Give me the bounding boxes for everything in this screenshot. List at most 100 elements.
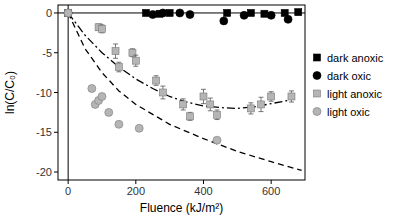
y-tick — [54, 172, 58, 173]
point — [64, 9, 72, 17]
x-tick-label: 0 — [65, 185, 71, 197]
legend-label: light anoxic — [327, 88, 383, 100]
point — [149, 11, 157, 19]
legend-marker — [313, 108, 321, 116]
y-tick-label: -20 — [36, 166, 52, 178]
y-tick-label: -10 — [36, 87, 52, 99]
error-bar — [113, 44, 118, 58]
point — [159, 89, 166, 96]
error-cap — [154, 85, 159, 86]
point — [176, 9, 184, 17]
error-cap — [248, 102, 253, 103]
y-tick-label: -5 — [42, 47, 52, 59]
y-tick — [54, 12, 58, 13]
error-cap — [259, 97, 264, 98]
plot-marks — [64, 9, 302, 171]
error-bar — [181, 99, 186, 110]
error-cap — [215, 110, 220, 111]
point — [295, 9, 302, 16]
point — [88, 85, 96, 93]
point — [268, 93, 275, 100]
error-bar — [248, 103, 253, 114]
error-cap — [201, 103, 206, 104]
point — [258, 101, 265, 108]
error-cap — [116, 62, 121, 63]
point — [284, 15, 292, 23]
y-axis-label: ln(C/C₀) — [3, 71, 17, 114]
error-cap — [259, 111, 264, 112]
point — [65, 9, 72, 16]
legend: dark anoxicdark oxiclight anoxiclight ox… — [313, 52, 384, 118]
error-bar — [99, 25, 104, 33]
point — [207, 101, 214, 108]
legend-marker — [314, 90, 321, 97]
point — [180, 101, 187, 108]
error-cap — [160, 98, 165, 99]
error-bar — [269, 92, 274, 102]
error-cap — [154, 75, 159, 76]
point — [224, 9, 231, 16]
error-cap — [160, 86, 165, 87]
point — [213, 136, 221, 144]
point — [267, 11, 275, 19]
point — [288, 93, 295, 100]
point — [247, 9, 254, 16]
error-cap — [116, 71, 121, 72]
error-bar — [201, 89, 206, 103]
point — [115, 64, 122, 71]
error-cap — [248, 113, 253, 114]
point — [98, 25, 105, 32]
point — [200, 93, 207, 100]
fit-line — [68, 13, 301, 171]
point — [64, 9, 72, 17]
point — [132, 57, 139, 64]
point — [65, 9, 72, 16]
point — [115, 120, 123, 128]
point — [186, 11, 194, 19]
error-cap — [113, 43, 118, 44]
point — [153, 77, 160, 84]
x-tick-label: 400 — [194, 185, 212, 197]
error-cap — [215, 119, 220, 120]
error-cap — [133, 55, 138, 56]
error-bar — [160, 86, 165, 99]
error-cap — [289, 90, 294, 91]
error-bar — [259, 97, 264, 111]
error-bar — [215, 110, 220, 120]
point — [186, 113, 193, 120]
y-tick — [54, 92, 58, 93]
legend-label: dark anoxic — [327, 52, 384, 64]
point — [112, 48, 119, 55]
error-cap — [201, 89, 206, 90]
x-tick — [68, 180, 69, 184]
fit-line — [68, 13, 288, 108]
point — [135, 124, 143, 132]
point — [105, 108, 113, 116]
point — [261, 10, 268, 17]
error-bar — [154, 76, 159, 86]
point — [159, 9, 167, 17]
error-cap — [113, 58, 118, 59]
error-cap — [133, 66, 138, 67]
error-bar — [208, 98, 213, 111]
error-cap — [289, 102, 294, 103]
zero-line-x — [68, 5, 69, 180]
point — [166, 9, 173, 16]
plot-frame — [58, 5, 305, 180]
x-tick-label: 600 — [262, 185, 280, 197]
error-cap — [269, 101, 274, 102]
y-tick-label: 0 — [46, 7, 52, 19]
point — [247, 105, 254, 112]
error-cap — [208, 98, 213, 99]
error-bar — [133, 55, 138, 66]
y-tick — [54, 52, 58, 53]
error-bar — [289, 91, 294, 102]
legend-marker — [313, 72, 321, 80]
x-tick — [271, 180, 272, 184]
legend-marker — [314, 54, 321, 61]
x-axis-label: Fluence (kJ/m²) — [140, 201, 223, 215]
point — [98, 92, 106, 100]
legend-label: dark oxic — [327, 70, 372, 82]
point — [220, 17, 228, 25]
chart: 02004006000-5-10-15-20Fluence (kJ/m²)ln(… — [0, 0, 400, 223]
